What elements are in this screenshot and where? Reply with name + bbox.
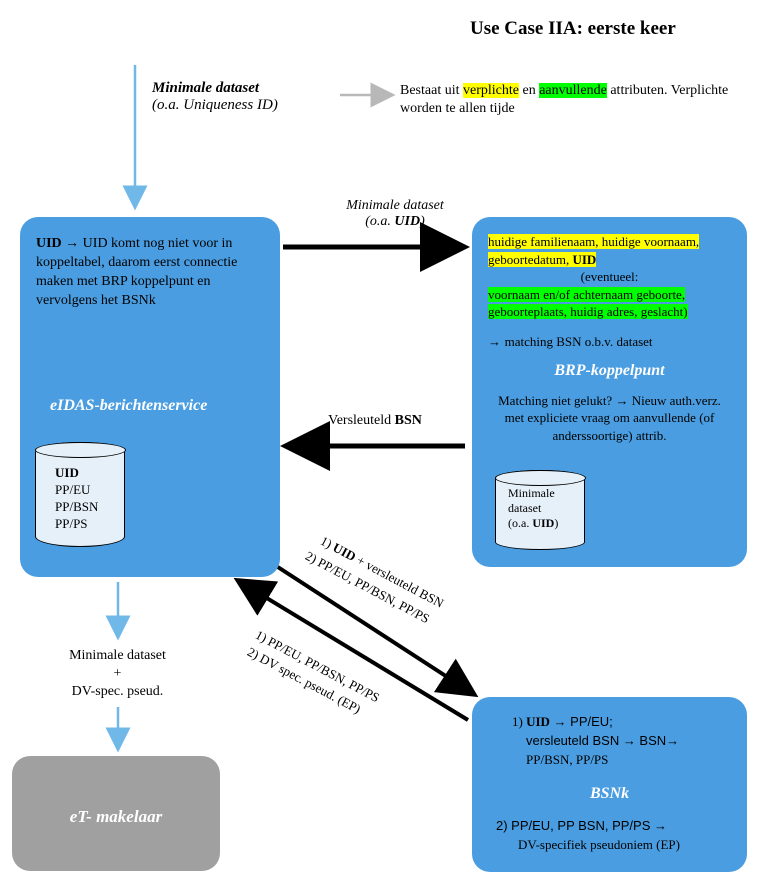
al-v-pre: Versleuteld	[328, 413, 394, 428]
eidas-service-label: eIDAS-berichtenservice	[50, 397, 207, 415]
cyl-uid: UID	[55, 465, 79, 480]
brp-fail: Matching niet gelukt? → Nieuw auth.verz.…	[488, 392, 731, 445]
al-ms-l2a: (o.a.	[365, 214, 394, 229]
arrow-icon: →	[65, 234, 79, 250]
bsnk-label: BSNk	[488, 782, 731, 805]
bsnk-box: 1) UID → PP/EU; versleuteld BSN → BSN→ P…	[472, 697, 747, 872]
brp-cyl-l1: Minimale	[508, 486, 555, 500]
brp-cyl-l3a: (o.a.	[508, 516, 532, 530]
arrow-label-versleuteld: Versleuteld BSN	[300, 413, 450, 429]
cyl-l1: PP/EU	[55, 482, 90, 497]
al-v-b: BSN	[395, 413, 422, 428]
bsnk-l2: versleuteld BSN → BSN→	[512, 733, 679, 748]
bsnk-l1-pre: 1)	[512, 714, 526, 729]
top-explain: Bestaat uit verplichte en aanvullende at…	[400, 82, 740, 117]
al-ms-l2c: )	[420, 214, 425, 229]
mp-l1: Minimale dataset	[69, 648, 166, 663]
title: Use Case IIA: eerste keer	[470, 18, 676, 40]
bsnk-l3: PP/BSN, PP/PS	[512, 752, 608, 767]
bsnk-content: 1) UID → PP/EU; versleuteld BSN → BSN→ P…	[488, 713, 731, 854]
eidas-cylinder-text: UID PP/EU PP/BSN PP/PS	[55, 465, 98, 533]
explain-pre: Bestaat uit	[400, 83, 463, 98]
cyl-l3: PP/PS	[55, 516, 88, 531]
al-ms-l1: Minimale dataset	[346, 198, 444, 213]
brp-green-text: voornaam en/of achternaam geboorte, gebo…	[488, 287, 688, 320]
top-minimale-dataset: Minimale dataset (o.a. Uniqueness ID)	[152, 80, 278, 114]
explain-mid: en	[519, 83, 539, 98]
brp-content: huidige familienaam, huidige voornaam, g…	[488, 233, 731, 445]
bsnk-l4: 2) PP/EU, PP BSN, PP/PS →	[496, 818, 667, 833]
bsnk-l1a: → PP/EU;	[550, 714, 613, 729]
top-min-l2: (o.a. Uniqueness ID)	[152, 97, 278, 114]
brp-cyl-l2: dataset	[508, 501, 541, 515]
mp-l2: +	[114, 666, 122, 681]
top-min-l1: Minimale dataset	[152, 80, 278, 97]
brp-label: BRP-koppelpunt	[488, 360, 731, 382]
et-box: eT- makelaar	[12, 756, 220, 871]
al-ms-l2b: UID	[394, 214, 420, 229]
brp-eventueel: (eventueel:	[488, 268, 731, 286]
eidas-uid-text: UID → UID komt nog niet voor in koppelta…	[36, 233, 264, 311]
brp-matching: → matching BSN o.b.v. dataset	[488, 333, 731, 351]
bsnk-l5: DV-specifiek pseudoniem (EP)	[496, 837, 680, 852]
brp-cyl-l3c: )	[554, 516, 558, 530]
eidas-uid-label: UID	[36, 236, 62, 251]
brp-cylinder-text: Minimale dataset (o.a. UID)	[508, 486, 558, 531]
arrow-label-minset: Minimale dataset (o.a. UID)	[315, 198, 475, 230]
brp-cyl-l3b: UID	[532, 516, 554, 530]
explain-yellow: verplichte	[463, 83, 519, 98]
cyl-l2: PP/BSN	[55, 499, 98, 514]
et-label: eT- makelaar	[28, 807, 204, 827]
brp-yellow-text: huidige familienaam, huidige voornaam, g…	[488, 234, 699, 267]
explain-green: aanvullende	[539, 83, 607, 98]
mp-l3: DV-spec. pseud.	[72, 684, 164, 699]
min-plus-block: Minimale dataset + DV-spec. pseud.	[10, 647, 225, 702]
bsnk-l1-uid: UID	[526, 714, 550, 729]
